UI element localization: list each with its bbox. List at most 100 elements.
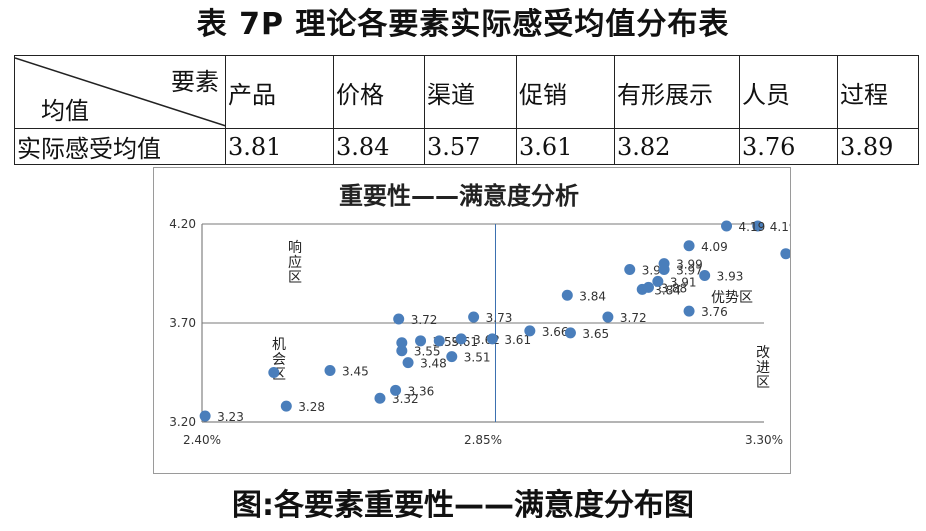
data-label: 3.97 — [676, 264, 703, 278]
table-header-row: 要素 均值 产品 价格 渠道 促销 有形展示 人员 过程 — [14, 55, 919, 129]
data-label: 3.28 — [298, 400, 325, 414]
data-point — [561, 289, 573, 301]
scatter-chart-svg: 重要性——满意度分析 3.20 3.70 4.20 2.40% 2.85% 3.30% 响… — [169, 182, 790, 447]
data-point — [455, 333, 467, 345]
data-label: 3.36 — [408, 384, 435, 398]
corner-label-mean: 均值 — [41, 97, 89, 125]
quadrant-label-char: 改 — [756, 345, 770, 361]
data-label: 4.19 — [739, 220, 766, 234]
data-label: 3.32 — [392, 392, 419, 406]
data-label: 4.09 — [701, 240, 728, 254]
data-label: 3.84 — [654, 283, 681, 297]
data-label: 3.66 — [542, 325, 569, 339]
data-point — [396, 345, 408, 357]
data-points: 3.233.283.453.323.363.483.553.593.613.51… — [199, 220, 790, 424]
header-cell: 有形展示 — [614, 55, 740, 129]
scatter-chart: 重要性——满意度分析 3.20 3.70 4.20 2.40% 2.85% 3.30% 响… — [153, 167, 791, 474]
value-cell: 3.84 — [333, 128, 425, 165]
data-label: 3.48 — [420, 357, 447, 371]
y-tick-label: 3.70 — [169, 316, 196, 330]
corner-diagonal — [15, 57, 225, 127]
row-label: 实际感受均值 — [14, 128, 226, 165]
data-label: 3.45 — [342, 365, 369, 379]
quadrant-label-improve: 改进区 — [756, 345, 770, 391]
data-label: 3.72 — [411, 313, 438, 327]
data-label: 3.76 — [701, 305, 728, 319]
data-point — [652, 275, 664, 287]
data-point — [602, 311, 614, 323]
quadrant-label-char: 进 — [756, 360, 770, 376]
value-cell: 3.89 — [837, 128, 919, 165]
data-point — [468, 311, 480, 323]
data-point — [658, 258, 670, 270]
data-point — [374, 392, 386, 404]
quadrant-label-char: 应 — [288, 254, 302, 271]
data-label: 3.51 — [464, 351, 491, 365]
data-point — [199, 410, 211, 422]
data-point — [402, 357, 414, 369]
quadrant-label-char: 机 — [272, 337, 286, 353]
header-cell: 人员 — [739, 55, 838, 129]
data-label: 3.88 — [660, 281, 687, 295]
data-point — [642, 281, 654, 293]
data-point — [524, 325, 536, 337]
data-point — [390, 384, 402, 396]
x-tick-label: 2.40% — [183, 433, 221, 447]
data-point — [721, 220, 733, 232]
header-cell: 价格 — [333, 55, 425, 129]
data-point — [486, 333, 498, 345]
y-tick-label: 4.20 — [169, 217, 196, 231]
data-point — [564, 327, 576, 339]
mean-values-table: 要素 均值 产品 价格 渠道 促销 有形展示 人员 过程 实际感受均值 3.81… — [14, 55, 919, 165]
figure-caption: 图:各要素重要性——满意度分布图 — [232, 488, 694, 523]
data-label: 3.23 — [217, 410, 244, 424]
data-point — [683, 305, 695, 317]
x-tick-label: 2.85% — [464, 433, 502, 447]
data-point — [683, 240, 695, 252]
data-label: 3.99 — [676, 258, 703, 272]
data-label: 3.55 — [414, 345, 441, 359]
data-label: 3.84 — [579, 289, 606, 303]
data-point — [396, 337, 408, 349]
quadrant-label-char: 区 — [756, 375, 770, 391]
data-point — [780, 248, 790, 260]
quadrant-label-advantage: 优势区 — [711, 290, 753, 306]
data-point — [433, 335, 445, 347]
table-title: 表 7P 理论各要素实际感受均值分布表 — [196, 7, 730, 42]
data-point — [268, 367, 280, 378]
y-tick-label: 3.20 — [169, 415, 196, 429]
data-label: 3.93 — [717, 269, 744, 283]
value-cell: 3.82 — [614, 128, 740, 165]
data-label: 3.72 — [620, 311, 647, 325]
header-cell: 产品 — [225, 55, 334, 129]
data-label: 4.19 — [770, 220, 790, 234]
data-point — [699, 269, 711, 281]
data-point — [446, 351, 458, 363]
value-cell: 3.81 — [225, 128, 334, 165]
x-tick-label: 3.30% — [745, 433, 783, 447]
table-data-row: 实际感受均值 3.81 3.84 3.57 3.61 3.82 3.76 3.8… — [14, 128, 919, 165]
axes-layer: 3.20 3.70 4.20 2.40% 2.85% 3.30% — [169, 217, 783, 447]
quadrant-label-char: 会 — [272, 352, 286, 368]
data-label: 3.73 — [486, 311, 513, 325]
value-cell: 3.57 — [424, 128, 517, 165]
chart-title: 重要性——满意度分析 — [339, 182, 579, 210]
quadrant-label-response: 响应区 — [288, 240, 302, 286]
quadrant-label-char: 响 — [288, 240, 302, 256]
data-point — [624, 264, 636, 276]
data-label: 3.61 — [504, 333, 531, 347]
table-corner-cell: 要素 均值 — [14, 55, 226, 129]
data-label: 3.91 — [670, 275, 697, 289]
data-point — [324, 365, 336, 377]
header-cell: 促销 — [516, 55, 615, 129]
value-cell: 3.61 — [516, 128, 615, 165]
data-label: 3.65 — [582, 327, 609, 341]
data-point — [393, 313, 405, 325]
corner-label-element: 要素 — [171, 68, 219, 96]
data-point — [280, 400, 292, 412]
quadrant-label-opportunity: 机会区 — [272, 337, 286, 383]
data-point — [752, 220, 764, 232]
header-cell: 过程 — [837, 55, 919, 129]
data-point — [415, 335, 427, 347]
